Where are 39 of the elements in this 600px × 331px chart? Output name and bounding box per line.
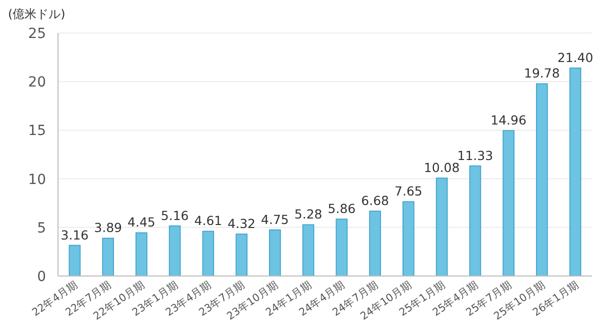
data-label: 4.32 [228,216,256,232]
data-label: 5.86 [328,201,356,216]
bar [569,68,582,276]
y-tick-label: 15 [28,123,46,140]
data-label: 3.89 [94,220,122,236]
bar [302,224,314,276]
y-tick-label: 20 [28,74,46,91]
y-axis-title: (億米ドル) [8,7,66,21]
data-label: 7.65 [394,184,422,199]
y-tick-label: 5 [37,220,46,236]
data-label: 4.75 [261,212,289,227]
bar [502,130,514,276]
bar [469,165,482,276]
bar [369,210,381,276]
bar [168,225,181,276]
y-tick-label: 10 [28,172,46,188]
bar [336,218,348,276]
data-label: 5.16 [160,208,189,223]
data-label: 21.40 [557,50,594,65]
data-label: 19.78 [524,66,560,81]
bar [136,232,148,276]
bar [68,244,81,276]
data-label: 3.16 [60,227,89,242]
data-label: 10.08 [424,160,460,176]
bar [102,238,114,276]
data-label: 11.33 [457,148,494,163]
bar [236,234,248,276]
bar [202,230,214,276]
data-label: 5.28 [294,206,322,222]
data-label: 4.61 [194,213,222,228]
data-label: 6.68 [361,193,390,208]
y-tick-label: 25 [28,26,46,42]
bar [436,178,448,276]
bar [402,201,414,276]
bar [269,229,281,276]
bar [536,83,548,276]
data-label: 4.45 [128,214,156,230]
data-label: 14.96 [490,112,526,128]
y-tick-label: 0 [37,269,46,285]
